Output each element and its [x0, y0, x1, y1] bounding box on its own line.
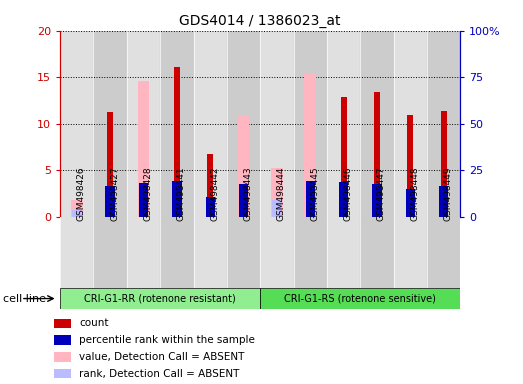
Bar [360, 31, 393, 217]
Bar [340, 97, 347, 217]
Bar [71, 200, 83, 217]
Bar [107, 112, 113, 217]
Bar [172, 180, 181, 217]
Bar [139, 184, 148, 217]
Bar [260, 31, 293, 217]
Bar [138, 81, 150, 217]
Bar [54, 319, 71, 328]
Bar [339, 182, 348, 217]
Bar [327, 217, 360, 288]
Bar [260, 288, 460, 309]
Text: GSM498441: GSM498441 [177, 166, 186, 220]
Bar [207, 154, 213, 217]
Bar [327, 31, 360, 217]
Text: value, Detection Call = ABSENT: value, Detection Call = ABSENT [79, 352, 245, 362]
Text: CRI-G1-RR (rotenone resistant): CRI-G1-RR (rotenone resistant) [84, 293, 236, 304]
Text: GSM498426: GSM498426 [77, 166, 86, 220]
Bar [227, 31, 260, 217]
Bar [60, 31, 94, 217]
Text: GSM498449: GSM498449 [444, 166, 452, 220]
Bar [72, 210, 82, 217]
Bar [194, 31, 227, 217]
Bar [374, 92, 380, 217]
Bar [260, 217, 293, 288]
Text: cell line: cell line [3, 293, 46, 304]
Title: GDS4014 / 1386023_at: GDS4014 / 1386023_at [179, 14, 341, 28]
Bar [304, 74, 316, 217]
Text: CRI-G1-RS (rotenone sensitive): CRI-G1-RS (rotenone sensitive) [285, 293, 436, 304]
Text: percentile rank within the sample: percentile rank within the sample [79, 335, 255, 345]
Bar [60, 217, 94, 288]
Text: GSM498446: GSM498446 [344, 166, 353, 220]
Text: GSM498448: GSM498448 [410, 166, 419, 220]
Text: rank, Detection Call = ABSENT: rank, Detection Call = ABSENT [79, 369, 240, 379]
Bar [174, 67, 180, 217]
Bar [160, 217, 194, 288]
Text: GSM498427: GSM498427 [110, 166, 119, 220]
Text: GSM498442: GSM498442 [210, 166, 219, 220]
Text: GSM498444: GSM498444 [277, 166, 286, 220]
Bar [394, 217, 427, 288]
Bar [439, 186, 448, 217]
Text: GSM498443: GSM498443 [244, 166, 253, 220]
Bar [54, 335, 71, 345]
Bar [405, 189, 415, 217]
Text: GSM498447: GSM498447 [377, 166, 386, 220]
Bar [160, 31, 194, 217]
Bar [127, 217, 160, 288]
Text: GSM498445: GSM498445 [310, 166, 319, 220]
Bar [239, 184, 248, 217]
Bar [94, 217, 127, 288]
Bar [106, 186, 115, 217]
Bar [194, 217, 227, 288]
Bar [271, 167, 283, 217]
Bar [427, 217, 460, 288]
Bar [206, 197, 215, 217]
Bar [407, 114, 413, 217]
Bar [360, 217, 393, 288]
Bar [372, 184, 382, 217]
Text: GSM498428: GSM498428 [143, 166, 153, 220]
Bar [54, 369, 71, 378]
Bar [237, 116, 249, 217]
Bar [94, 31, 127, 217]
Bar [440, 111, 447, 217]
Bar [394, 31, 427, 217]
Bar [127, 31, 160, 217]
Bar [60, 288, 260, 309]
Bar [293, 31, 327, 217]
Bar [227, 217, 260, 288]
Bar [427, 31, 460, 217]
Bar [54, 352, 71, 362]
Bar [272, 200, 281, 217]
Bar [305, 180, 315, 217]
Text: count: count [79, 318, 109, 328]
Bar [293, 217, 327, 288]
